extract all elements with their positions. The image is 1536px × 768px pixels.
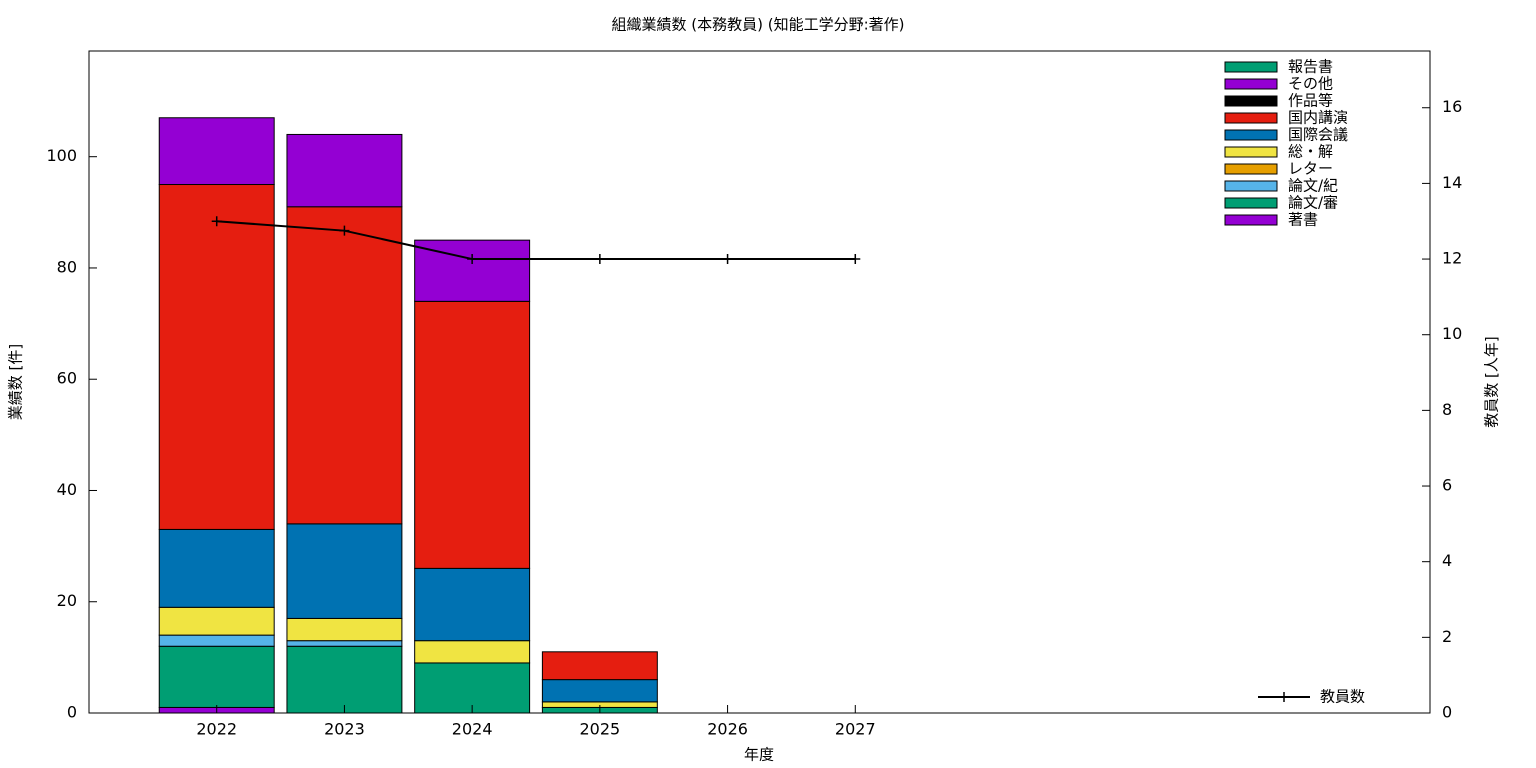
- x-tick-label: 2024: [452, 720, 493, 739]
- bar-segment: [286, 206, 403, 525]
- legend-swatch: [1224, 163, 1278, 175]
- y2-tick-label: 4: [1442, 551, 1452, 570]
- legend-swatch: [1224, 146, 1278, 158]
- legend-label: 国際会議: [1288, 126, 1348, 144]
- y-tick-label: 80: [57, 257, 77, 276]
- bar-segment: [158, 634, 275, 647]
- legend-label: その他: [1288, 75, 1333, 93]
- legend-line-marker: [1279, 692, 1289, 702]
- line-point: [594, 254, 605, 265]
- legend-label: レター: [1288, 160, 1333, 178]
- y2-tick-label: 14: [1442, 173, 1462, 192]
- bar-segment: [158, 645, 275, 708]
- legend-swatch: [1224, 197, 1278, 209]
- legend-swatch: [1224, 61, 1278, 73]
- bar-segment: [158, 184, 275, 530]
- line-point: [467, 254, 478, 265]
- line-point: [850, 254, 861, 265]
- x-tick-label: 2026: [707, 720, 748, 739]
- legend-label: 教員数: [1320, 688, 1365, 706]
- bar-segment: [158, 528, 275, 608]
- bar-segment: [414, 567, 531, 642]
- plot-frame: [88, 50, 1431, 714]
- legend-swatch: [1224, 180, 1278, 192]
- bar-segment: [286, 617, 403, 642]
- y2-axis-label: 教員数 [人年]: [1483, 336, 1501, 427]
- legend-label: 総・解: [1288, 143, 1333, 161]
- legend-label: 論文/紀: [1288, 177, 1338, 195]
- bar-segment: [541, 679, 658, 703]
- bar-segment: [158, 117, 275, 186]
- legend-swatch: [1224, 129, 1278, 141]
- y-tick-label: 100: [46, 146, 77, 165]
- bar-segment: [414, 662, 531, 714]
- y2-tick-label: 10: [1442, 324, 1462, 343]
- y2-tick-label: 2: [1442, 627, 1452, 646]
- legend-label: 論文/審: [1288, 194, 1338, 212]
- bar-segment: [286, 645, 403, 714]
- bar-segment: [286, 640, 403, 647]
- bar-segment: [286, 523, 403, 619]
- y-tick-label: 40: [57, 480, 77, 499]
- x-tick-label: 2023: [324, 720, 365, 739]
- line-point: [722, 254, 733, 265]
- legend-swatch: [1224, 78, 1278, 90]
- y2-tick-label: 6: [1442, 476, 1452, 495]
- bar-segment: [541, 651, 658, 681]
- legend-swatch: [1224, 214, 1278, 226]
- line-point: [339, 225, 350, 236]
- line: [216, 220, 856, 261]
- legend-label: 報告書: [1288, 58, 1333, 76]
- legend-label: 国内講演: [1288, 109, 1348, 127]
- y2-tick-label: 0: [1442, 703, 1452, 722]
- legend-label: 著書: [1288, 211, 1318, 229]
- legend-label: 作品等: [1288, 92, 1333, 110]
- bar-segment: [286, 133, 403, 208]
- chart-title: 組織業績数 (本務教員) (知能工学分野:著作): [612, 16, 905, 34]
- bar-segment: [158, 606, 275, 636]
- x-tick-label: 2022: [196, 720, 237, 739]
- y-tick-label: 0: [67, 703, 77, 722]
- y2-tick-label: 12: [1442, 249, 1462, 268]
- y-tick-label: 20: [57, 591, 77, 610]
- y2-tick-label: 8: [1442, 400, 1452, 419]
- y-tick-label: 60: [57, 369, 77, 388]
- x-axis-label: 年度: [744, 746, 774, 764]
- bar-segment: [414, 640, 531, 664]
- legend-swatch: [1224, 112, 1278, 124]
- bar-segment: [414, 300, 531, 569]
- y2-tick-label: 16: [1442, 97, 1462, 116]
- y-axis-label: 業績数 [件]: [7, 344, 25, 420]
- x-tick-label: 2027: [835, 720, 876, 739]
- legend-swatch: [1224, 95, 1278, 107]
- x-tick-label: 2025: [579, 720, 620, 739]
- line-point: [211, 216, 222, 227]
